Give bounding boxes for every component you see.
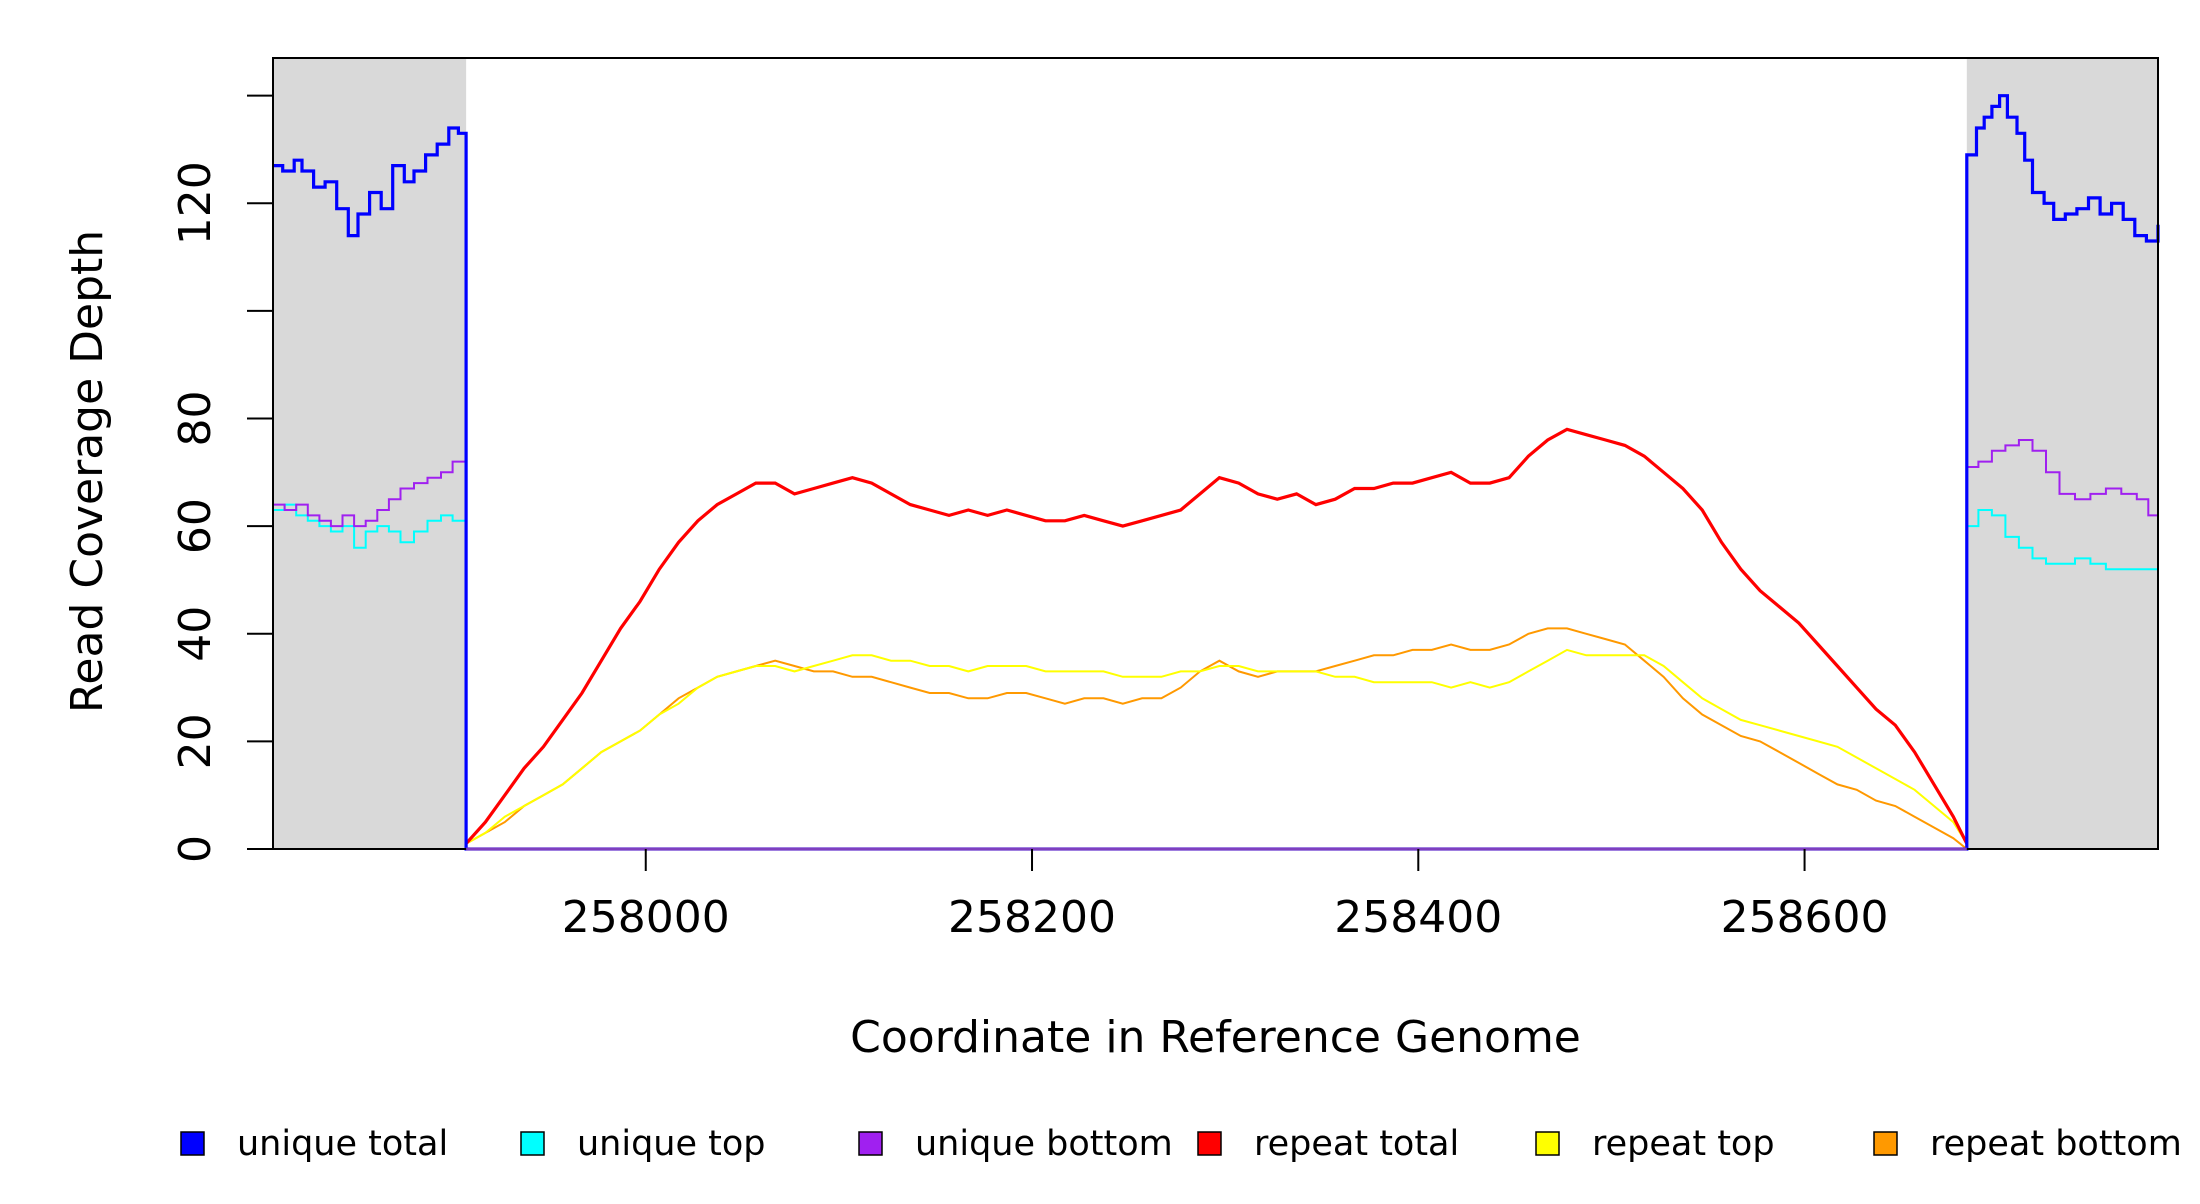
shaded-region-2 (1966, 58, 2158, 849)
x-tick-label-258200: 258200 (948, 892, 1116, 943)
series-repeat-bottom (465, 627, 1968, 850)
series-repeat-top (465, 648, 1968, 845)
x-tick-label-258600: 258600 (1721, 892, 1889, 943)
legend: unique total unique top unique bottom repea… (180, 1124, 2182, 1164)
x-axis: 258000 258200 258400 258600 (562, 849, 1889, 943)
shaded-regions (273, 58, 2158, 849)
legend-swatch-repeat-bottom (1873, 1131, 1898, 1156)
y-axis-label: Read Coverage Depth (62, 230, 113, 713)
legend-label-repeat-bottom: repeat bottom (1930, 1124, 2182, 1164)
series-layer (273, 94, 2160, 851)
legend-label-unique-bottom: unique bottom (915, 1124, 1173, 1164)
y-tick-label-120: 120 (170, 161, 221, 245)
y-tick-label-80: 80 (170, 391, 221, 447)
legend-label-unique-top: unique top (577, 1124, 766, 1164)
y-tick-label-60: 60 (170, 498, 221, 554)
y-tick-label-20: 20 (170, 713, 221, 769)
legend-label-unique-total: unique total (237, 1124, 448, 1164)
legend-swatch-unique-bottom (858, 1131, 883, 1156)
legend-swatch-unique-total (180, 1131, 205, 1156)
x-axis-label: Coordinate in Reference Genome (850, 1012, 1581, 1063)
legend-swatch-repeat-top (1535, 1131, 1560, 1156)
legend-label-repeat-top: repeat top (1592, 1124, 1775, 1164)
legend-swatch-unique-top (520, 1131, 545, 1156)
y-tick-label-0: 0 (170, 835, 221, 863)
legend-swatch-repeat-total (1197, 1131, 1222, 1156)
legend-label-repeat-total: repeat total (1254, 1124, 1459, 1164)
series-repeat-total (464, 427, 1969, 845)
x-tick-label-258000: 258000 (562, 892, 730, 943)
series-unique-total (273, 94, 2160, 851)
x-tick-label-258400: 258400 (1334, 892, 1502, 943)
y-axis: 0 20 40 60 80 120 (170, 94, 273, 863)
series-unique-top (273, 503, 2159, 850)
y-tick-label-40: 40 (170, 606, 221, 662)
shaded-region-1 (273, 58, 467, 849)
